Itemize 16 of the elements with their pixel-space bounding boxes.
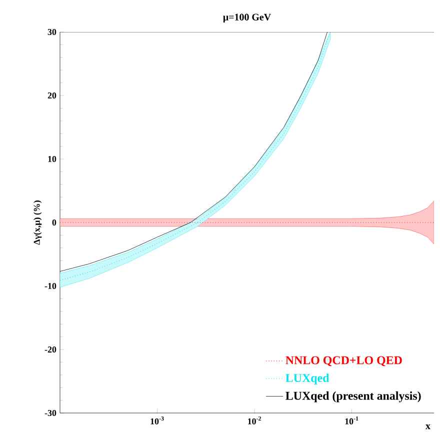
- x-tick-label: 10$^{-3}$: [150, 416, 164, 424]
- y-tick-label: -10: [44, 282, 56, 290]
- x-axis-title: x: [426, 424, 430, 430]
- y-axis-title: Δγ(x,μ) (%): [34, 200, 42, 245]
- y-tick-label: 30: [48, 28, 56, 36]
- x-tick-label: 10$^{-2}$: [248, 416, 261, 424]
- y-tick-label: 20: [48, 92, 56, 99]
- y-tick-label: -20: [44, 346, 56, 353]
- chart-title: μ=100 GeV: [223, 14, 271, 23]
- y-tick-label: -30: [44, 410, 56, 416]
- legend-label: LUXqed (present analysis): [286, 391, 421, 402]
- y-tick-label: 0: [52, 219, 56, 226]
- legend-label: LUXqed: [286, 374, 330, 384]
- x-tick-label: 10$^{-1}$: [345, 416, 358, 424]
- legend-label: NNLO QCD+LO QED: [286, 356, 402, 366]
- y-tick-label: 10: [48, 156, 56, 162]
